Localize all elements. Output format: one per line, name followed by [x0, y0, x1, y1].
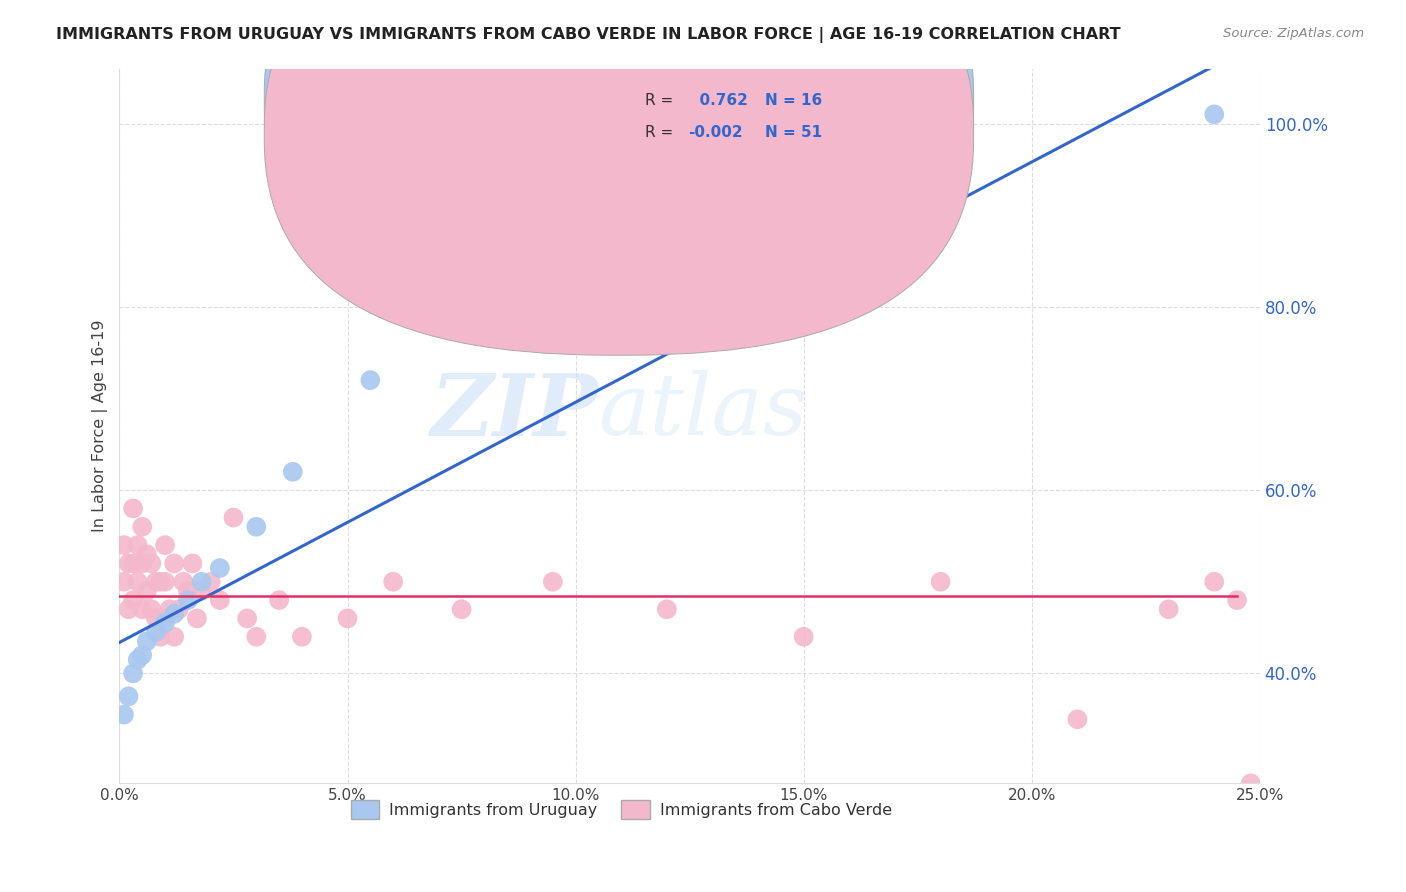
Point — [269, 593, 291, 607]
Point — [153, 538, 176, 552]
Point — [127, 653, 149, 667]
Point — [145, 574, 167, 589]
Point — [450, 602, 472, 616]
Point — [163, 607, 186, 621]
Point — [153, 611, 176, 625]
Point — [163, 557, 186, 571]
Point — [122, 557, 145, 571]
Point — [291, 630, 314, 644]
Point — [929, 574, 952, 589]
Point — [122, 501, 145, 516]
Point — [245, 520, 267, 534]
Point — [1204, 107, 1226, 121]
Text: 0.762: 0.762 — [689, 93, 748, 108]
Point — [167, 602, 190, 616]
Point — [141, 602, 163, 616]
Point — [1066, 712, 1088, 726]
Point — [236, 611, 259, 625]
FancyBboxPatch shape — [264, 0, 973, 323]
Text: R =: R = — [645, 93, 678, 108]
Point — [112, 574, 135, 589]
Text: N = 51: N = 51 — [765, 126, 823, 140]
Point — [141, 557, 163, 571]
Point — [336, 611, 359, 625]
Point — [222, 510, 245, 524]
Text: R =: R = — [645, 126, 678, 140]
Y-axis label: In Labor Force | Age 16-19: In Labor Force | Age 16-19 — [93, 319, 108, 533]
Point — [117, 690, 139, 704]
Point — [281, 465, 304, 479]
Point — [112, 538, 135, 552]
Point — [186, 611, 208, 625]
Text: Source: ZipAtlas.com: Source: ZipAtlas.com — [1223, 27, 1364, 40]
Point — [127, 538, 149, 552]
Point — [159, 602, 181, 616]
Point — [131, 557, 153, 571]
Point — [181, 557, 204, 571]
Point — [1204, 574, 1226, 589]
Point — [135, 547, 157, 561]
Point — [541, 574, 564, 589]
Text: IMMIGRANTS FROM URUGUAY VS IMMIGRANTS FROM CABO VERDE IN LABOR FORCE | AGE 16-19: IMMIGRANTS FROM URUGUAY VS IMMIGRANTS FR… — [56, 27, 1121, 43]
Point — [1226, 593, 1249, 607]
Point — [208, 561, 231, 575]
Point — [200, 574, 222, 589]
Point — [655, 602, 678, 616]
Point — [135, 583, 157, 598]
FancyBboxPatch shape — [588, 76, 849, 165]
Point — [145, 625, 167, 640]
Legend: Immigrants from Uruguay, Immigrants from Cabo Verde: Immigrants from Uruguay, Immigrants from… — [344, 793, 898, 825]
Point — [112, 707, 135, 722]
Point — [153, 574, 176, 589]
Point — [172, 574, 194, 589]
Point — [190, 574, 212, 589]
Point — [163, 630, 186, 644]
Point — [177, 583, 200, 598]
Point — [793, 630, 815, 644]
Point — [145, 611, 167, 625]
Point — [117, 557, 139, 571]
Point — [127, 574, 149, 589]
Point — [131, 602, 153, 616]
Text: atlas: atlas — [599, 370, 807, 453]
Point — [177, 593, 200, 607]
Point — [1240, 776, 1263, 790]
Point — [153, 615, 176, 630]
Point — [149, 574, 172, 589]
Text: ZIP: ZIP — [430, 370, 599, 453]
Point — [149, 630, 172, 644]
Text: N = 16: N = 16 — [765, 93, 823, 108]
Point — [1157, 602, 1180, 616]
Point — [131, 520, 153, 534]
Point — [117, 602, 139, 616]
Point — [208, 593, 231, 607]
FancyBboxPatch shape — [264, 0, 973, 355]
Text: -0.002: -0.002 — [689, 126, 744, 140]
Point — [359, 373, 381, 387]
Point — [190, 583, 212, 598]
Point — [131, 648, 153, 662]
Point — [245, 630, 267, 644]
Point — [135, 634, 157, 648]
Point — [122, 593, 145, 607]
Point — [382, 574, 405, 589]
Point — [122, 666, 145, 681]
